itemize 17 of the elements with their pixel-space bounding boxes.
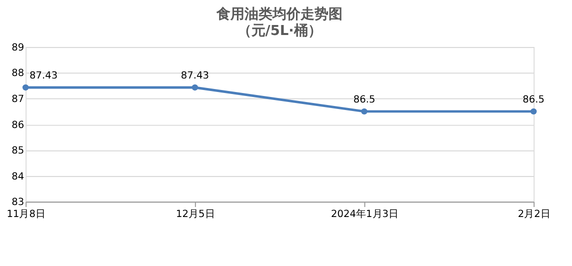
x-tick-label: 2024年1月3日 — [330, 208, 399, 220]
y-tick-label: 89 — [12, 42, 24, 54]
data-label: 87.43 — [180, 70, 210, 82]
data-label: 86.5 — [522, 94, 545, 106]
y-tick-label: 87 — [12, 94, 24, 106]
y-tick-label: 84 — [12, 171, 24, 182]
data-label: 86.5 — [353, 94, 376, 106]
x-tick-label: 12月5日 — [176, 208, 215, 220]
y-tick-label: 83 — [12, 197, 24, 208]
y-tick-label: 88 — [12, 68, 24, 80]
y-tick-label: 85 — [12, 146, 24, 157]
data-label: 87.43 — [30, 70, 58, 82]
x-tick-label: 11月8日 — [6, 208, 46, 220]
y-tick-label: 86 — [12, 120, 24, 131]
chart-subtitle: （元/5L·桶） — [237, 23, 322, 40]
x-tick-label: 2月2日 — [518, 208, 550, 220]
chart-title: 食用油类均价走势图 — [216, 6, 343, 22]
